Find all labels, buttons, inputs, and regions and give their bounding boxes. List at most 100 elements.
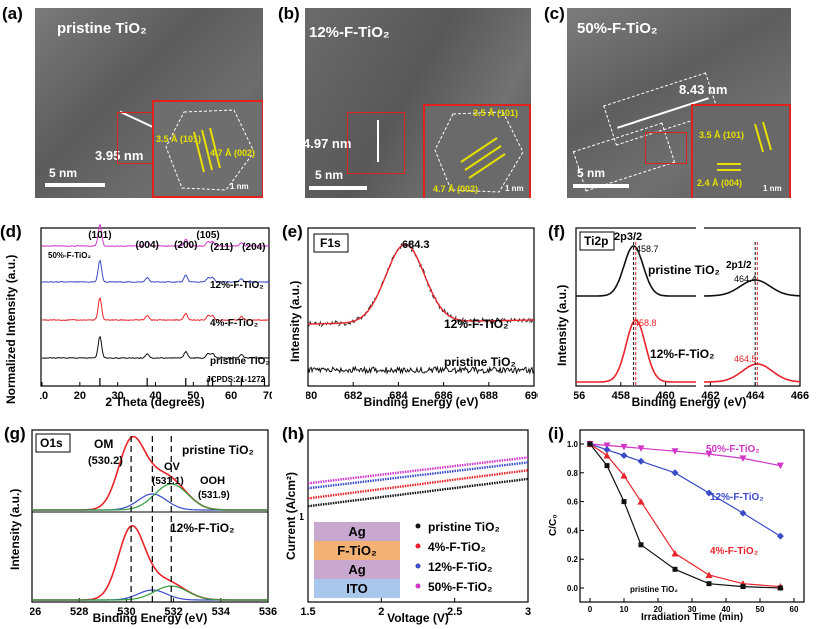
- tem-image-a: pristine TiO₂ 3.95 nm 5 nm 3.5 Å (101) 4…: [35, 8, 263, 198]
- e-peak-label: 684.3: [402, 239, 430, 251]
- panel-e-letter: (e): [282, 222, 303, 241]
- inset-d2-c: 2.4 Å (004): [697, 178, 743, 188]
- g-ov-pristine: [32, 493, 268, 511]
- g-xtick-label: 532: [164, 606, 182, 618]
- d-xtick-label: 60: [225, 390, 237, 402]
- h-legend-marker: [415, 543, 421, 549]
- f-frame: [575, 227, 801, 387]
- panel-d-letter: (d): [0, 222, 22, 241]
- i-ytick-label: 1.0: [567, 440, 579, 449]
- g-xtick-label: 528: [70, 606, 88, 618]
- f-peak-12-2: 464.5: [734, 354, 757, 364]
- inset-lattice-c: [717, 121, 772, 171]
- panel-h-letter: (h): [282, 424, 304, 443]
- i-data-point: [637, 445, 645, 452]
- g-comp-ooh-val: (531.9): [198, 490, 230, 501]
- d-xtick-label: 50: [187, 390, 199, 402]
- d-peak-label: (105): [196, 230, 219, 241]
- g-xtick-label: 526: [30, 606, 41, 618]
- i-data-point: [637, 457, 645, 465]
- d-reference: JCPDS:21-1272: [206, 375, 265, 384]
- d-xtick-label: 10: [40, 390, 48, 402]
- g-envelope-12: [32, 525, 268, 601]
- g-tag: O1s: [40, 436, 63, 450]
- f-label-p32: 2p3/2: [614, 231, 642, 243]
- h-xtick-label: 1.5: [300, 606, 315, 618]
- e-tag: F1s: [320, 236, 341, 250]
- i-data-point: [638, 542, 644, 548]
- i-series-line: [589, 443, 781, 467]
- g-xtick-label: 530: [117, 606, 135, 618]
- i-data-point: [620, 443, 628, 451]
- d-series-name: 12%-F-TiO₂: [210, 280, 264, 291]
- e-ylabel: Intensity (a.u.): [288, 280, 302, 362]
- scale-label-a: 5 nm: [49, 166, 78, 180]
- h-device-layer: [314, 541, 400, 560]
- g-xlabel: Binding Energy (eV): [93, 611, 208, 625]
- e-series-pristine: pristine TiO₂: [444, 355, 516, 369]
- panel-b-letter: (b): [278, 4, 300, 23]
- e-tag-box: [313, 233, 349, 253]
- inset-b: 3.5 Å (101) 4.7 Å (002) 1 nm: [423, 104, 531, 198]
- h-device-layer-label: F-TiO₂: [337, 543, 377, 558]
- tem-title-a: pristine TiO₂: [57, 20, 147, 37]
- h-ytick-label: 10: [300, 432, 304, 443]
- e-series-line-12: [308, 243, 534, 325]
- h-ytick-label: 1: [300, 512, 304, 523]
- g-comp-ooh: OOH: [200, 475, 225, 487]
- g-tag-box: [35, 433, 71, 453]
- panel-i-letter: (i): [548, 424, 565, 443]
- i-data-point: [671, 448, 679, 455]
- h-series-line: [307, 456, 529, 485]
- f-peak-pristine-2: 464.4: [734, 274, 757, 284]
- d-series-line: [41, 335, 270, 359]
- d-peak-label: (211): [210, 242, 233, 253]
- h-device-layer: [314, 560, 400, 579]
- e-xtick-label: 688: [480, 390, 498, 402]
- d-series-name: 50%-F-TiO₂: [48, 251, 91, 260]
- h-series-line: [307, 461, 529, 490]
- i-series-line: [589, 443, 781, 589]
- h-legend-label: 12%-F-TiO₂: [428, 560, 492, 574]
- tem-title-c: 50%-F-TiO₂: [577, 20, 658, 37]
- h-device-layer-label: Ag: [348, 524, 365, 539]
- inset-d1-a: 3.5 Å (101): [156, 134, 202, 144]
- i-data-point: [620, 472, 628, 479]
- g-xtick-label: 536: [259, 606, 277, 618]
- f-xtick-label: 460: [656, 390, 674, 402]
- h-xtick-label: 3: [525, 606, 531, 618]
- f-label-p12: 2p1/2: [726, 260, 752, 271]
- i-xtick-label: 30: [688, 605, 697, 614]
- i-xtick-label: 20: [654, 605, 663, 614]
- i-data-point: [739, 455, 747, 462]
- i-data-point: [671, 469, 679, 477]
- measure-label-a: 3.95 nm: [95, 148, 144, 163]
- d-xtick-label: 20: [74, 390, 86, 402]
- scale-label-c: 5 nm: [577, 166, 606, 180]
- inset-d2-b: 4.7 Å (002): [433, 184, 479, 194]
- panel-f-letter: (f): [548, 222, 565, 241]
- e-xtick-label: 690: [525, 390, 538, 402]
- h-device-layer-label: ITO: [346, 581, 367, 596]
- i-xtick-label: 50: [756, 605, 765, 614]
- i-data-point: [705, 571, 713, 579]
- f-xtick-label: 458: [612, 390, 630, 402]
- d-series-line: [41, 259, 270, 284]
- i-data-point: [603, 442, 611, 449]
- i-ytick-label: 0.2: [567, 555, 579, 564]
- d-peak-label: (200): [174, 240, 197, 251]
- h-frame: [307, 429, 529, 603]
- i-data-point: [739, 509, 747, 517]
- h-legend-label: pristine TiO₂: [428, 520, 500, 534]
- measure-label-c: 8.43 nm: [679, 82, 728, 97]
- f-xtick-label: 462: [701, 390, 719, 402]
- g-ooh-pristine: [32, 483, 268, 511]
- i-xtick-label: 0: [588, 605, 593, 614]
- g-ov-12: [32, 589, 268, 601]
- scale-label-b: 5 nm: [315, 168, 344, 182]
- h-legend-marker: [415, 583, 421, 589]
- e-frame: [307, 227, 535, 387]
- f-tag: Ti2p: [584, 234, 608, 248]
- i-data-point: [603, 446, 611, 454]
- inset-d1-b: 3.5 Å (101): [473, 108, 519, 118]
